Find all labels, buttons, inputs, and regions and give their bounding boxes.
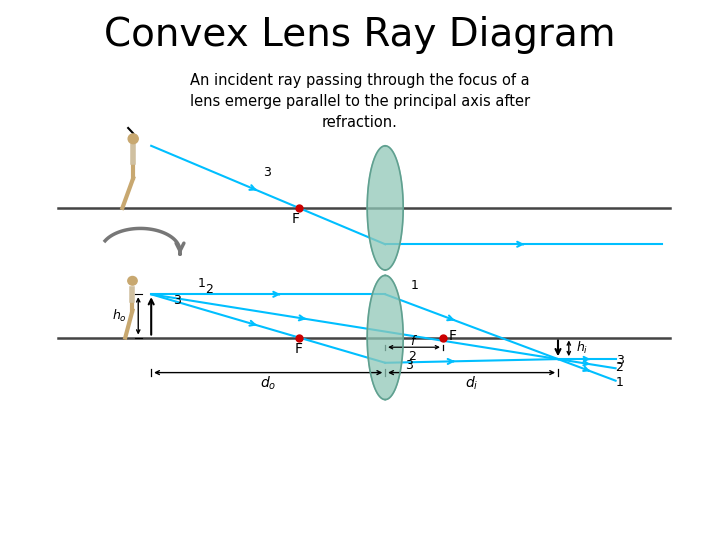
Text: $d_i$: $d_i$ <box>465 375 478 392</box>
Text: 3: 3 <box>616 354 624 367</box>
Text: 2: 2 <box>205 283 213 296</box>
Text: $h_o$: $h_o$ <box>112 308 127 324</box>
Text: An incident ray passing through the focus of a
lens emerge parallel to the princ: An incident ray passing through the focu… <box>190 73 530 130</box>
Text: F: F <box>291 212 300 226</box>
Text: 1: 1 <box>616 375 624 389</box>
Text: 3: 3 <box>405 359 413 372</box>
Text: F: F <box>449 329 456 343</box>
Polygon shape <box>367 146 403 270</box>
Text: $f$: $f$ <box>410 334 418 348</box>
Ellipse shape <box>128 134 138 144</box>
Text: F: F <box>294 342 303 356</box>
Text: 1: 1 <box>198 276 206 290</box>
Text: 3: 3 <box>263 165 271 179</box>
Ellipse shape <box>127 276 137 285</box>
Text: 2: 2 <box>408 350 416 363</box>
Text: 3: 3 <box>173 294 181 307</box>
Text: 2: 2 <box>616 361 624 374</box>
Polygon shape <box>367 275 403 400</box>
Text: $h_i$: $h_i$ <box>576 340 588 356</box>
Text: Convex Lens Ray Diagram: Convex Lens Ray Diagram <box>104 16 616 54</box>
Text: $d_o$: $d_o$ <box>260 375 276 392</box>
Text: 1: 1 <box>410 279 418 292</box>
